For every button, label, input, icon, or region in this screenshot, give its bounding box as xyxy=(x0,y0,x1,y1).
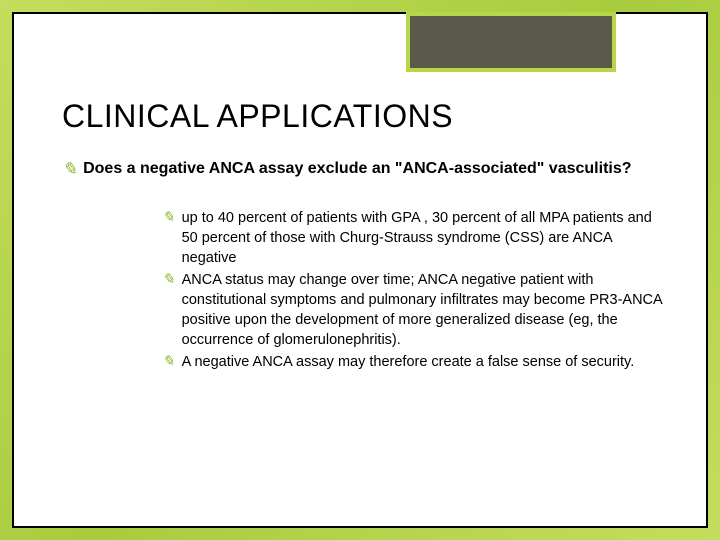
slide-outer-frame: CLINICAL APPLICATIONS ✎ Does a negative … xyxy=(0,0,720,540)
pencil-icon: ✎ xyxy=(162,270,175,291)
main-point-text: Does a negative ANCA assay exclude an "A… xyxy=(83,157,631,180)
slide-inner-frame: CLINICAL APPLICATIONS ✎ Does a negative … xyxy=(12,12,708,528)
decorative-header-box xyxy=(406,12,616,72)
pencil-icon: ✎ xyxy=(62,157,77,182)
pencil-icon: ✎ xyxy=(162,208,175,229)
main-bullet-point: ✎ Does a negative ANCA assay exclude an … xyxy=(62,157,670,182)
sub-point-text: up to 40 percent of patients with GPA , … xyxy=(182,208,664,268)
sub-bullet-point: ✎ ANCA status may change over time; ANCA… xyxy=(162,270,664,350)
sub-bullet-point: ✎ up to 40 percent of patients with GPA … xyxy=(162,208,664,268)
sub-point-text: A negative ANCA assay may therefore crea… xyxy=(182,352,635,372)
sub-point-text: ANCA status may change over time; ANCA n… xyxy=(182,270,664,350)
sub-bullet-point: ✎ A negative ANCA assay may therefore cr… xyxy=(162,352,664,373)
slide-title: CLINICAL APPLICATIONS xyxy=(62,98,670,135)
pencil-icon: ✎ xyxy=(162,352,175,373)
sub-bullet-list: ✎ up to 40 percent of patients with GPA … xyxy=(62,208,670,373)
